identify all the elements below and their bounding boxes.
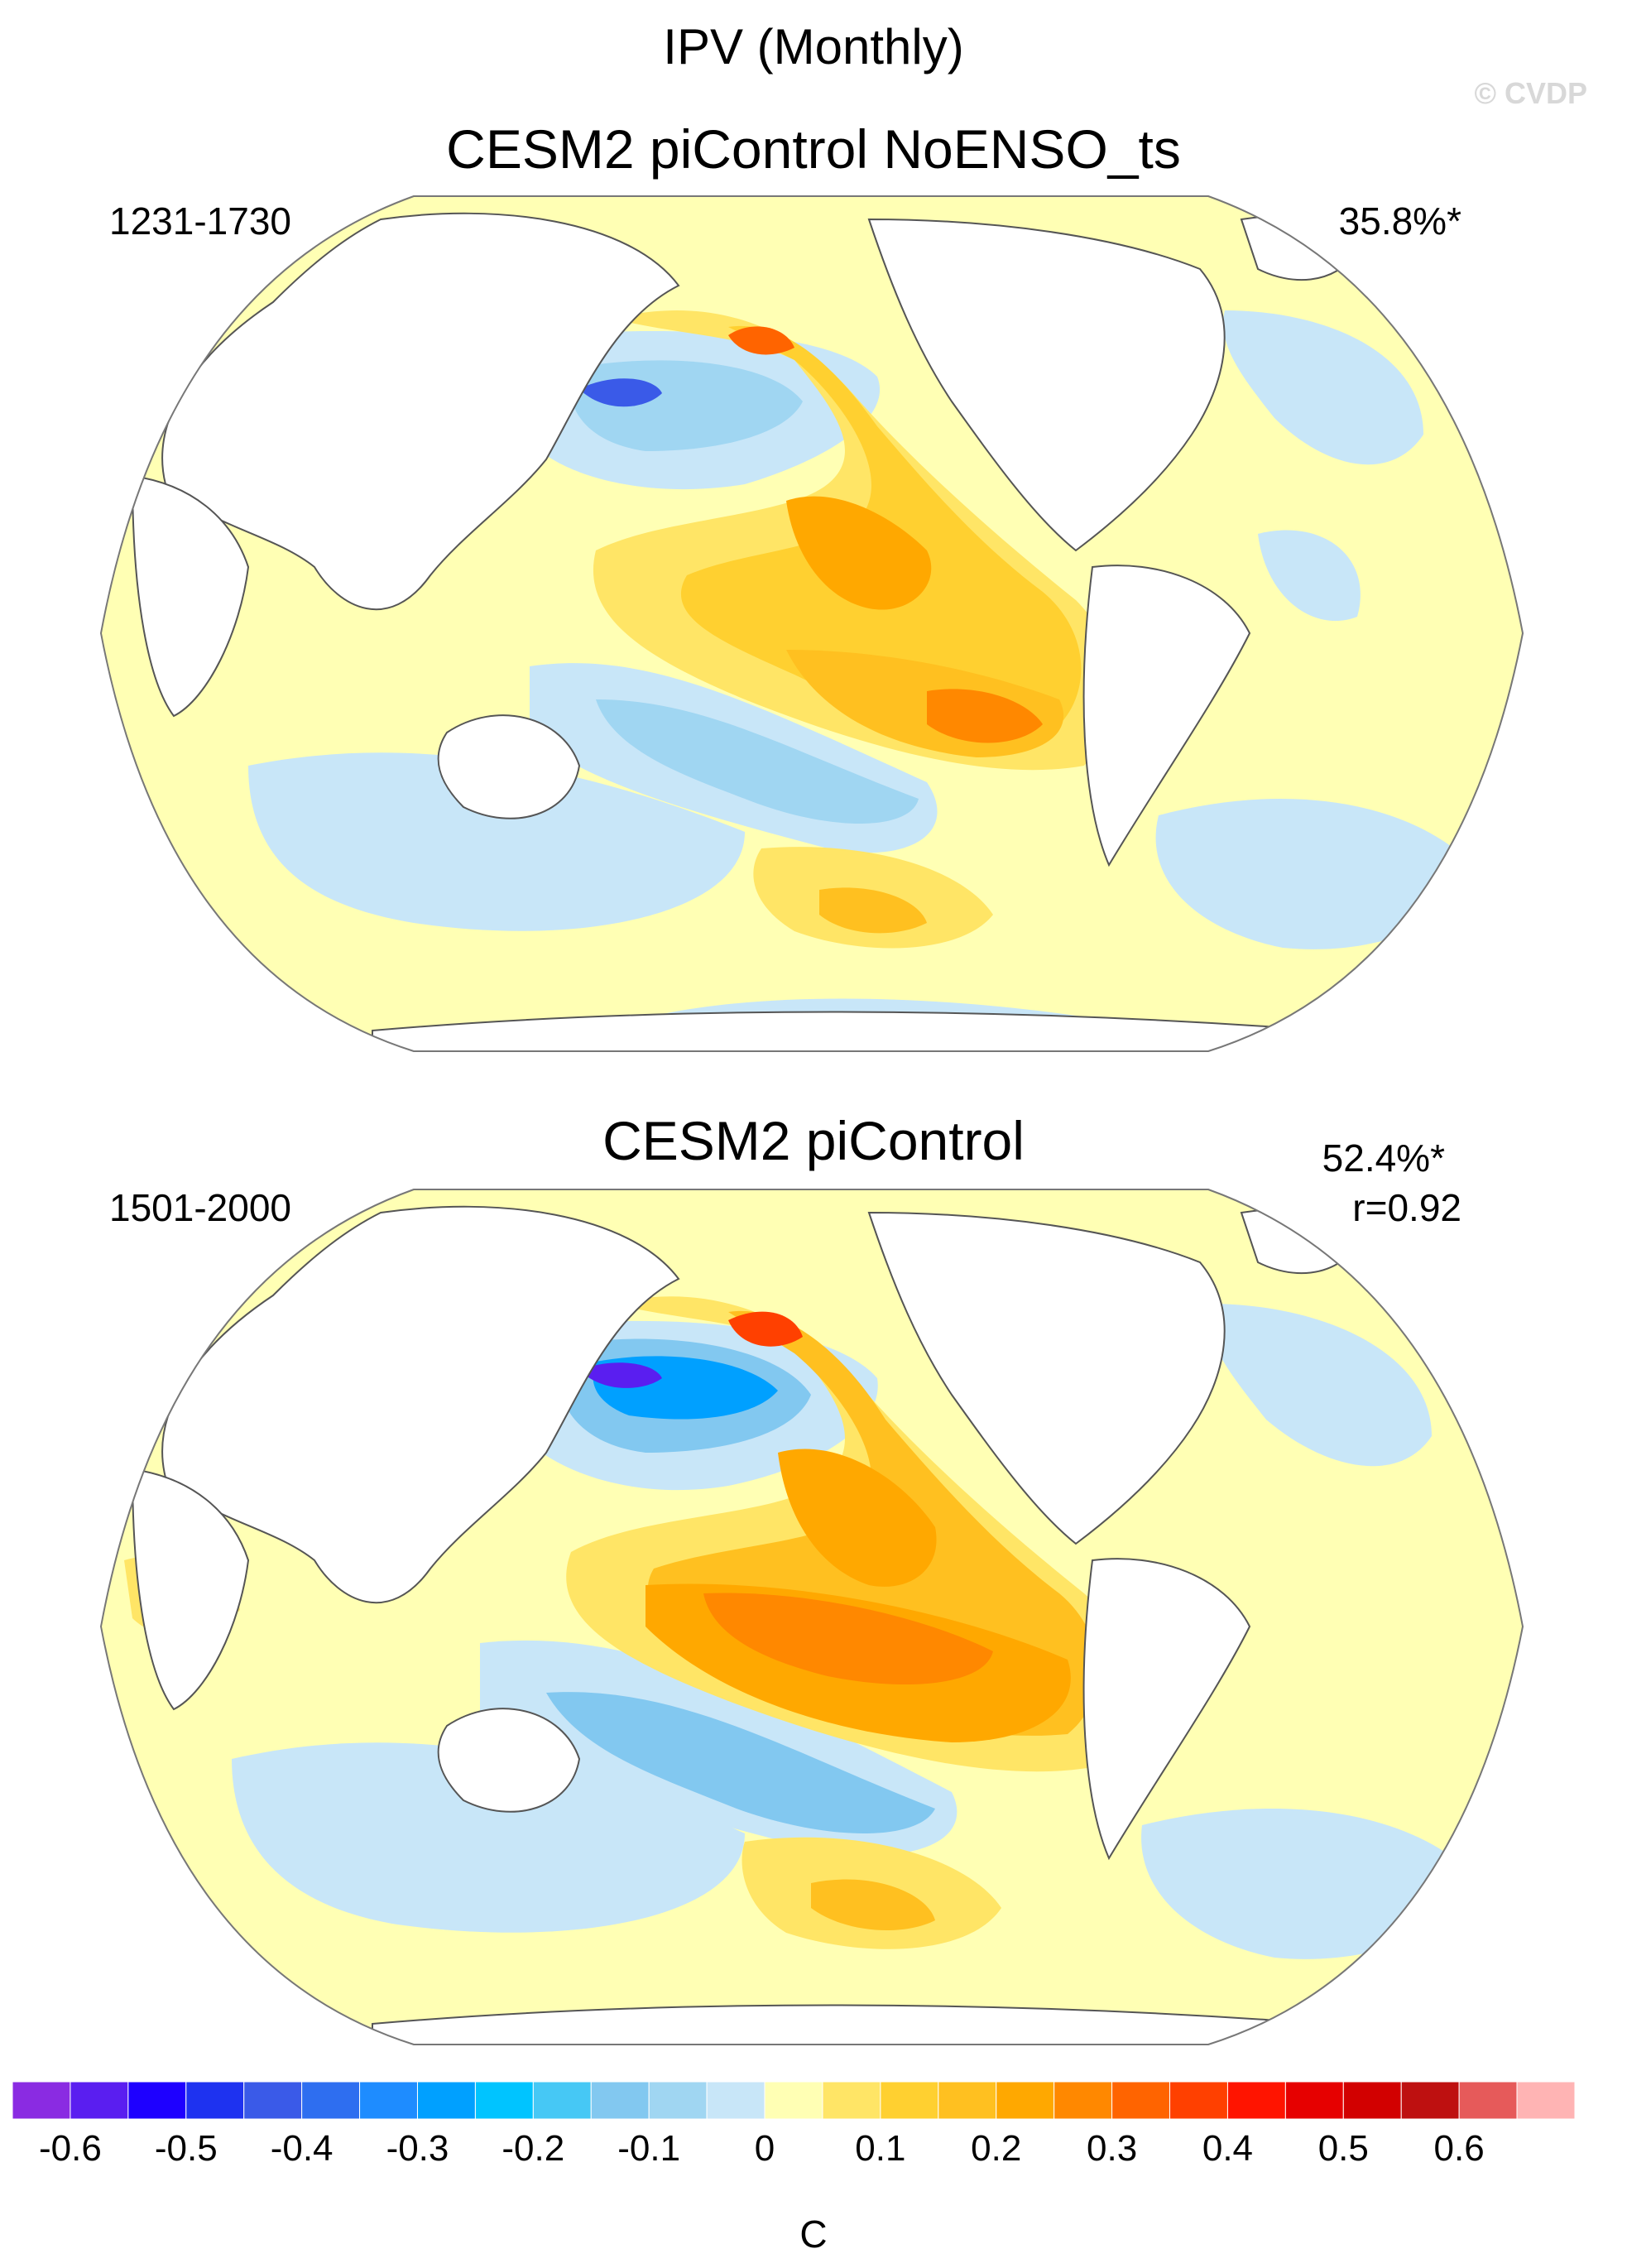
colorbar-box xyxy=(996,2081,1055,2120)
panel-1-south-america xyxy=(1082,565,1251,867)
colorbar-box xyxy=(1400,2081,1460,2120)
panel-1-eastern-tropical-core xyxy=(927,689,1043,743)
colorbar-box xyxy=(474,2081,534,2120)
colorbar-box xyxy=(1284,2081,1344,2120)
colorbar-box xyxy=(416,2081,476,2120)
panel-2-australia xyxy=(437,1708,581,1813)
colorbar-tick-label: 0.2 xyxy=(971,2128,1021,2169)
panel-2-south-pacific-core xyxy=(811,1879,935,1930)
panel-1-map-outline xyxy=(99,195,1524,1052)
colorbar-box xyxy=(243,2081,303,2120)
panel-1-bering-core xyxy=(728,326,794,355)
panel-1-land xyxy=(131,212,1359,1051)
panel-2-africa xyxy=(131,1468,250,1711)
colorbar-tick-label: 0.3 xyxy=(1087,2128,1137,2169)
colorbar-box xyxy=(532,2081,592,2120)
colorbar-tick-label: 0.1 xyxy=(855,2128,905,2169)
colorbar-box xyxy=(764,2081,823,2120)
colorbar-tick-label: 0.4 xyxy=(1202,2128,1253,2169)
colorbar-box xyxy=(590,2081,650,2120)
colorbar-tick-label: 0.6 xyxy=(1434,2128,1485,2169)
panel-2-south-america xyxy=(1082,1558,1251,1861)
colorbar-tick-labels: -0.6 -0.5 -0.4 -0.3 -0.2 -0.1 0 0.1 0.2 0.3 0.4 0.5… xyxy=(39,2128,1485,2169)
colorbar-tick-label: -0.1 xyxy=(617,2128,680,2169)
colorbar-box xyxy=(1342,2081,1402,2120)
panel-1-north-america xyxy=(867,218,1226,552)
panel-1-period: 1231-1730 xyxy=(109,199,291,243)
panel-1-variance: 35.8%* xyxy=(1338,199,1461,243)
panel-2-map-outline xyxy=(99,1189,1524,2045)
panel-2-southern-indian-cool xyxy=(232,1742,745,1933)
panel-1-tropical-atlantic-cool xyxy=(1258,530,1361,622)
panel-1-south-pacific-core xyxy=(819,887,927,934)
colorbar-boxes xyxy=(12,2081,1576,2120)
panel-1-australia xyxy=(437,714,581,819)
colorbar-tick-label: -0.3 xyxy=(386,2128,449,2169)
colorbar-box xyxy=(1458,2081,1518,2120)
colorbar-unit-label: C xyxy=(799,2213,827,2256)
panel-2-title: CESM2 piControl xyxy=(602,1110,1025,1171)
colorbar-box xyxy=(12,2081,71,2120)
colorbar-tick-label: 0.5 xyxy=(1318,2128,1369,2169)
panel-2-spcz-cool xyxy=(546,1692,935,1833)
panel-2-south-atlantic-cool xyxy=(1141,1809,1473,1959)
colorbar-box xyxy=(1516,2081,1576,2120)
panel-1-title: CESM2 piControl NoENSO_ts xyxy=(446,118,1181,180)
panel-1-ne-pacific-core xyxy=(786,496,932,610)
panel-2-eurasia xyxy=(161,1205,680,1604)
panel-1-map xyxy=(99,195,1524,1052)
colorbar-box xyxy=(359,2081,418,2120)
colorbar-box xyxy=(301,2081,361,2120)
panel-2-ne-pacific-core xyxy=(778,1449,937,1587)
panel-2-map xyxy=(99,1189,1524,2045)
panel-2-north-america xyxy=(867,1211,1226,1545)
colorbar-box xyxy=(1169,2081,1228,2120)
colorbar-box xyxy=(648,2081,708,2120)
panel-1-north-atlantic-cool xyxy=(1223,310,1423,465)
panel-2-variance: 52.4%* xyxy=(1322,1136,1445,1180)
colorbar-box xyxy=(1053,2081,1113,2120)
panel-1-spcz-cool xyxy=(596,699,919,824)
colorbar-box xyxy=(185,2081,245,2120)
panel-1-kuroshio-core xyxy=(579,378,662,407)
colorbar-box xyxy=(127,2081,187,2120)
panel-2-kuroshio-core xyxy=(579,1362,662,1388)
panel-2-bering-core xyxy=(728,1311,803,1347)
panel-1-africa xyxy=(131,474,250,718)
colorbar-box xyxy=(1111,2081,1171,2120)
colorbar-tick-label: 0 xyxy=(755,2128,775,2169)
panel-2-period: 1501-2000 xyxy=(109,1186,291,1229)
colorbar-tick-label: -0.6 xyxy=(39,2128,102,2169)
colorbar-tick-label: -0.4 xyxy=(271,2128,334,2169)
panel-2-north-atlantic-cool xyxy=(1207,1304,1432,1467)
panel-2-central-tropical-core xyxy=(703,1593,993,1684)
colorbar-tick-label: -0.5 xyxy=(155,2128,218,2169)
panel-1-south-atlantic-cool xyxy=(1155,799,1473,949)
colorbar-box xyxy=(822,2081,881,2120)
colorbar-box xyxy=(1226,2081,1286,2120)
colorbar-box xyxy=(880,2081,939,2120)
figure-title: IPV (Monthly) xyxy=(663,19,964,74)
panel-1-southern-indian-cool xyxy=(248,752,745,931)
panel-1-eurasia xyxy=(161,212,680,611)
colorbar-box xyxy=(70,2081,129,2120)
colorbar-box xyxy=(938,2081,997,2120)
colorbar-box xyxy=(706,2081,766,2120)
colorbar: -0.6 -0.5 -0.4 -0.3 -0.2 -0.1 0 0.1 0.2 0.3 0.4 0.5… xyxy=(12,2081,1576,2256)
panel-2-correlation: r=0.92 xyxy=(1352,1186,1461,1229)
colorbar-tick-label: -0.2 xyxy=(502,2128,564,2169)
cvdp-watermark: © CVDP xyxy=(1474,76,1587,110)
